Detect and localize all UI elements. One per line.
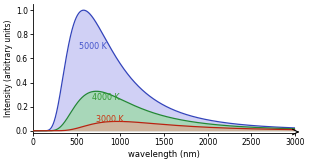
Text: 4000 K: 4000 K	[92, 93, 120, 102]
X-axis label: wavelength (nm): wavelength (nm)	[128, 150, 200, 159]
Y-axis label: Intensity (arbitrary units): Intensity (arbitrary units)	[4, 20, 13, 117]
Text: 5000 K: 5000 K	[79, 42, 107, 51]
Text: 3000 K: 3000 K	[96, 115, 124, 124]
